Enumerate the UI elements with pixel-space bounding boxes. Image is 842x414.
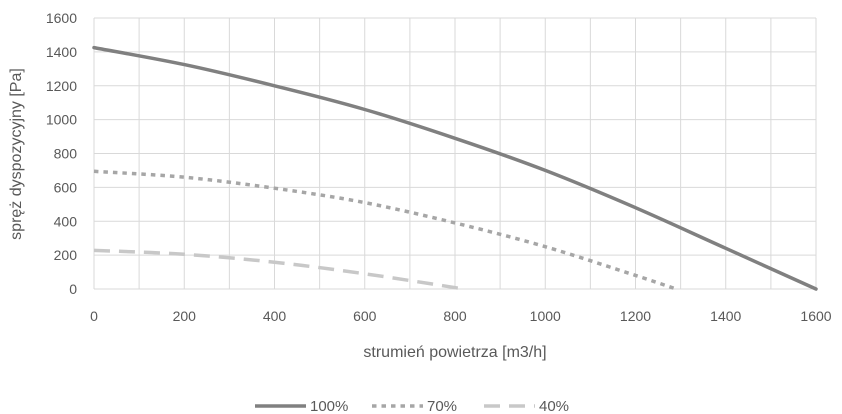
y-tick-label: 1400 [46, 44, 77, 60]
y-tick-label: 400 [54, 213, 78, 229]
y-tick-label: 1200 [46, 78, 77, 94]
series-line-40pct [93, 248, 465, 291]
legend-label-40pct: 40% [539, 398, 569, 414]
y-tick-label: 800 [54, 146, 78, 162]
series-line-100pct [92, 45, 818, 291]
x-axis-tick-labels: 0 200 400 600 800 1000 1200 1400 1600 [90, 308, 832, 324]
x-tick-label: 600 [353, 308, 377, 324]
x-tick-label: 1600 [800, 308, 831, 324]
legend: 100% 70% 40% [255, 398, 569, 414]
x-tick-label: 0 [90, 308, 98, 324]
series-line-70pct [93, 169, 677, 291]
x-tick-label: 200 [173, 308, 197, 324]
y-axis-tick-labels: 0 200 400 600 800 1000 1200 1400 1600 [46, 10, 77, 297]
y-tick-label: 0 [69, 281, 77, 297]
x-tick-label: 400 [263, 308, 287, 324]
legend-label-100pct: 100% [310, 398, 348, 414]
y-axis-title: spręż dyspozycyjny [Pa] [8, 68, 25, 240]
y-tick-label: 600 [54, 179, 78, 195]
y-tick-label: 1600 [46, 10, 77, 26]
x-tick-label: 1200 [620, 308, 651, 324]
series-layer [92, 45, 818, 291]
x-axis-title: strumień powietrza [m3/h] [363, 344, 546, 361]
x-tick-label: 1400 [710, 308, 741, 324]
x-tick-label: 1000 [530, 308, 561, 324]
y-tick-label: 200 [54, 247, 78, 263]
y-tick-label: 1000 [46, 112, 77, 128]
x-tick-label: 800 [443, 308, 467, 324]
legend-label-70pct: 70% [427, 398, 457, 414]
